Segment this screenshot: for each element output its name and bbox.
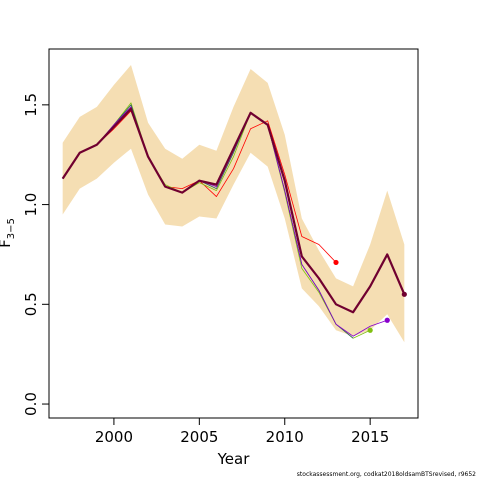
y-tick-label: 0.0 (22, 392, 40, 416)
series-line-5 (61, 107, 406, 314)
series-endpoint-2 (367, 327, 373, 333)
y-axis-title: F3−5 (0, 218, 17, 248)
x-tick-label: 2000 (95, 428, 133, 446)
x-tick-label: 2010 (266, 428, 304, 446)
confidence-band-layer (62, 64, 405, 343)
series-endpoint-1 (333, 259, 339, 266)
confidence-band (62, 64, 405, 343)
footer-note: stockassessment.org, codkat2018oldsamBTS… (296, 471, 476, 478)
series-layer (61, 102, 407, 339)
series-endpoint-4 (384, 317, 390, 323)
y-tick-label: 0.5 (22, 292, 40, 316)
plot-frame (48, 48, 419, 419)
series-endpoint-5 (401, 291, 407, 297)
axis-layer: 2000 2005 2010 2015 0.0 0.5 1.0 1.5 (22, 93, 389, 446)
x-tick-label: 2005 (180, 428, 218, 446)
y-axis-title-subscript: 3−5 (6, 218, 17, 239)
y-tick-label: 1.0 (22, 193, 40, 217)
y-tick-label: 1.5 (22, 93, 40, 117)
x-axis-title: Year (217, 450, 251, 468)
y-axis-title-main: F (0, 239, 14, 248)
x-tick-label: 2015 (351, 428, 389, 446)
